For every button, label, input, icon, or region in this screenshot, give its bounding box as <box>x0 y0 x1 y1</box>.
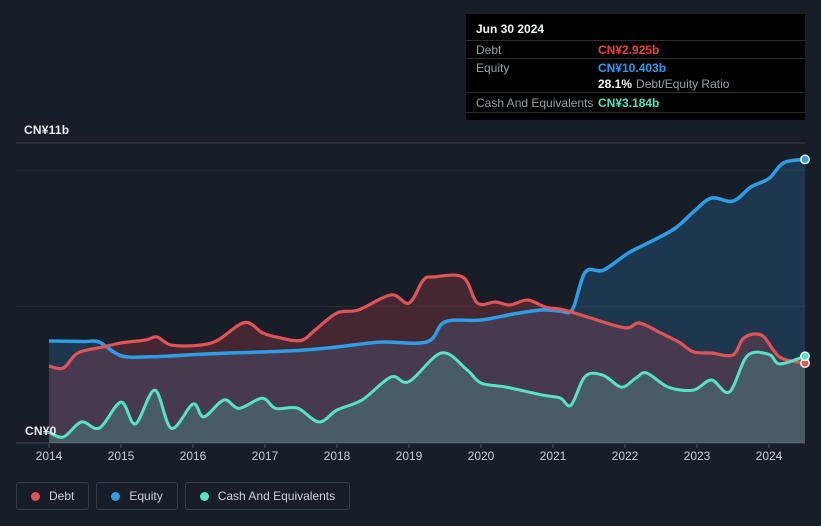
debt-equity-ratio-value: 28.1% <box>598 77 633 91</box>
x-axis-year-label-2021: 2021 <box>539 449 567 463</box>
x-axis-year-label-2022: 2022 <box>611 449 639 463</box>
x-axis-year-label-2017: 2017 <box>251 449 279 463</box>
chart-tooltip: Jun 30 2024 Debt CN¥2.925b Equity CN¥10.… <box>466 14 805 120</box>
y-axis-label-max: CN¥11b <box>24 123 70 137</box>
x-axis-year-label-2020: 2020 <box>467 449 495 463</box>
legend-label: Equity <box>129 489 163 503</box>
cash-and-equivalents-area-fill <box>49 352 805 443</box>
x-axis-year-label-2014: 2014 <box>35 449 63 463</box>
x-axis-year-label-2016: 2016 <box>179 449 207 463</box>
debt-line <box>48 273 806 371</box>
tooltip-equity-label: Equity <box>476 60 510 75</box>
x-axis-year-label-2019: 2019 <box>395 449 423 463</box>
cash-and-equivalents-end-marker <box>800 351 810 362</box>
legend-item-cash-and-equivalents[interactable]: Cash And Equivalents <box>184 482 351 510</box>
x-axis-year-label-2015: 2015 <box>107 449 135 463</box>
debt-equity-ratio-label: Debt/Equity Ratio <box>636 77 730 91</box>
legend-item-debt[interactable]: Debt <box>16 482 90 510</box>
tooltip-row-equity: Equity CN¥10.403b <box>466 58 805 76</box>
legend-label: Debt <box>49 489 75 503</box>
legend-item-equity[interactable]: Equity <box>96 482 178 510</box>
legend-dot-cash-and-equivalents <box>199 491 209 501</box>
tooltip-date: Jun 30 2024 <box>476 22 545 36</box>
legend-dot-debt <box>31 491 40 501</box>
cash-and-equivalents-line <box>48 350 806 439</box>
chart-legend: Debt Equity Cash And Equivalents <box>16 482 351 510</box>
legend-dot-equity <box>111 491 121 501</box>
equity-line <box>48 157 806 360</box>
tooltip-cash-label: Cash And Equivalents <box>476 95 594 110</box>
x-axis-year-label-2023: 2023 <box>683 449 711 463</box>
tooltip-debt-value: CN¥2.925b <box>598 42 660 57</box>
tooltip-debt-label: Debt <box>476 42 502 57</box>
equity-end-marker <box>800 154 810 165</box>
tooltip-row-ratio: 28.1% Debt/Equity Ratio <box>466 76 805 92</box>
legend-label: Cash And Equivalents <box>217 489 336 503</box>
y-axis-label-zero: CN¥0 <box>25 424 57 438</box>
tooltip-row-debt: Debt CN¥2.925b <box>466 40 805 58</box>
equity-area-fill <box>49 159 805 443</box>
x-axis: 2014 2015 2016 2017 2018 2019 2020 2021 2022 2023… <box>0 449 821 465</box>
x-axis-year-label-2024: 2024 <box>755 449 783 463</box>
tooltip-equity-value: CN¥10.403b <box>598 60 667 75</box>
tooltip-cash-value: CN¥3.184b <box>598 95 660 110</box>
x-axis-year-label-2018: 2018 <box>323 449 351 463</box>
debt-area-fill <box>49 275 805 443</box>
tooltip-row-cash: Cash And Equivalents CN¥3.184b <box>466 92 805 113</box>
